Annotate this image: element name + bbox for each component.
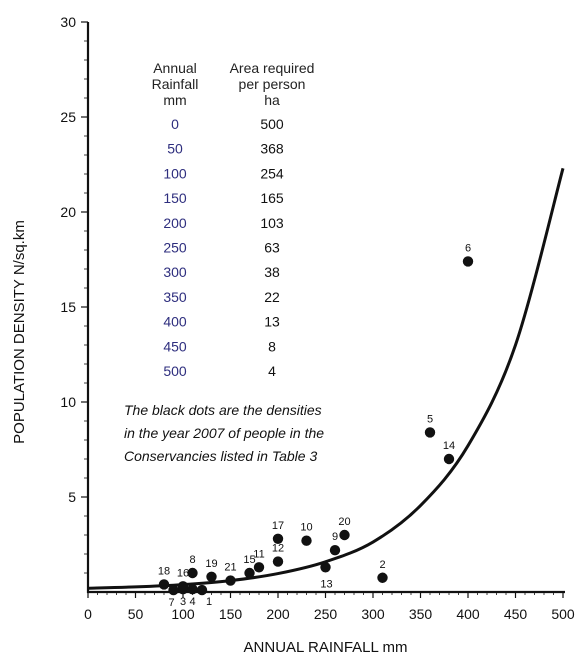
point-label: 8 <box>189 554 195 566</box>
point-label: 6 <box>465 242 471 254</box>
x-tick-label: 400 <box>456 606 480 622</box>
table-cell-rainfall: 100 <box>163 165 187 181</box>
point-label: 19 <box>205 558 217 570</box>
table-cell-rainfall: 400 <box>163 314 187 330</box>
data-point <box>301 535 312 546</box>
annotation-line: in the year 2007 of people in the <box>124 425 324 441</box>
table-cell-rainfall: 50 <box>167 141 183 157</box>
y-tick-label: 10 <box>60 394 76 410</box>
data-point <box>158 579 170 590</box>
data-point <box>253 562 265 573</box>
x-tick-label: 300 <box>361 606 385 622</box>
data-point <box>272 556 284 567</box>
data-point <box>225 575 236 586</box>
data-point <box>196 584 208 596</box>
table-cell-area: 368 <box>260 141 284 157</box>
y-tick-label: 30 <box>60 14 76 30</box>
x-tick-label: 350 <box>409 606 433 622</box>
data-point <box>443 453 455 465</box>
x-tick-label: 0 <box>84 606 92 622</box>
table-cell-area: 63 <box>264 240 280 256</box>
point-label: 4 <box>189 596 195 608</box>
point-label: 1 <box>206 596 212 608</box>
point-label: 14 <box>443 440 455 452</box>
y-tick-label: 5 <box>68 489 76 505</box>
data-point <box>272 533 284 544</box>
y-axis-title: POPULATION DENSITY N/sq.km <box>11 220 28 444</box>
data-point <box>187 567 198 579</box>
point-label: 13 <box>320 578 332 590</box>
axes: 0 50 100 150 200 250 300 350 400 450 5005101520253… <box>11 14 575 656</box>
x-axis-title: ANNUAL RAINFALL mm <box>244 639 408 656</box>
x-tick-label: 250 <box>314 606 338 622</box>
point-label: 2 <box>379 559 385 571</box>
table-cell-area: 38 <box>264 264 280 280</box>
annotation-note: The black dots are the densities in the y… <box>124 402 324 464</box>
table-cell-area: 103 <box>260 215 284 231</box>
point-label: 11 <box>253 548 264 560</box>
table-header-rainfall: mm <box>163 92 186 108</box>
point-label: 12 <box>272 543 284 555</box>
table-cell-rainfall: 450 <box>163 338 187 354</box>
y-tick-label: 25 <box>60 109 76 125</box>
fitted-curve <box>87 167 565 590</box>
table-header-area: per person <box>239 76 306 92</box>
table-cell-area: 500 <box>260 116 284 132</box>
point-label: 16 <box>177 567 189 579</box>
table-cell-rainfall: 350 <box>163 289 187 305</box>
table-cell-rainfall: 0 <box>171 116 179 132</box>
table-cell-area: 8 <box>268 338 276 354</box>
data-point <box>187 583 198 595</box>
table-cell-area: 165 <box>260 190 284 206</box>
table-cell-rainfall: 150 <box>163 190 187 206</box>
point-label: 7 <box>168 597 174 609</box>
table-header-rainfall: Rainfall <box>152 76 199 92</box>
table-cell-area: 254 <box>260 165 284 181</box>
table-cell-rainfall: 500 <box>163 363 187 379</box>
data-point <box>206 571 217 582</box>
point-label: 15 <box>243 554 255 566</box>
x-tick-label: 150 <box>219 606 243 622</box>
data-point <box>329 545 341 556</box>
data-point <box>377 572 388 583</box>
annotation-line: Conservancies listed in Table 3 <box>124 448 317 464</box>
table-header-area: ha <box>264 92 280 108</box>
table-cell-rainfall: 250 <box>163 240 187 256</box>
point-label: 9 <box>332 531 338 543</box>
data-point <box>168 584 179 596</box>
x-tick-label: 450 <box>504 606 528 622</box>
data-point <box>424 427 436 438</box>
table-cell-rainfall: 200 <box>163 215 187 231</box>
table-cell-area: 22 <box>264 289 280 305</box>
y-tick-label: 15 <box>60 299 76 315</box>
table-header-rainfall: Annual <box>153 60 197 76</box>
table-cell-area: 4 <box>268 363 276 379</box>
data-point <box>177 581 189 592</box>
table-header-area: Area required <box>230 60 315 76</box>
x-tick-label: 200 <box>266 606 290 622</box>
table-cell-rainfall: 300 <box>163 264 187 280</box>
point-label: 3 <box>180 596 186 608</box>
data-point <box>244 567 255 579</box>
data-point <box>339 529 350 541</box>
point-label: 10 <box>300 522 312 534</box>
point-label: 17 <box>272 520 284 532</box>
y-tick-label: 20 <box>60 204 76 220</box>
point-label: 20 <box>338 516 350 528</box>
point-label: 5 <box>427 413 433 425</box>
data-point <box>320 562 331 573</box>
annotation-line: The black dots are the densities <box>124 402 322 418</box>
point-label: 18 <box>158 565 170 577</box>
fitted-curve-layer <box>87 167 565 590</box>
x-tick-label: 50 <box>128 606 144 622</box>
point-label: 21 <box>224 562 236 574</box>
x-tick-label: 500 <box>551 606 575 622</box>
data-point <box>462 256 474 267</box>
x-tick-label: 100 <box>171 606 195 622</box>
table-cell-area: 13 <box>264 314 280 330</box>
